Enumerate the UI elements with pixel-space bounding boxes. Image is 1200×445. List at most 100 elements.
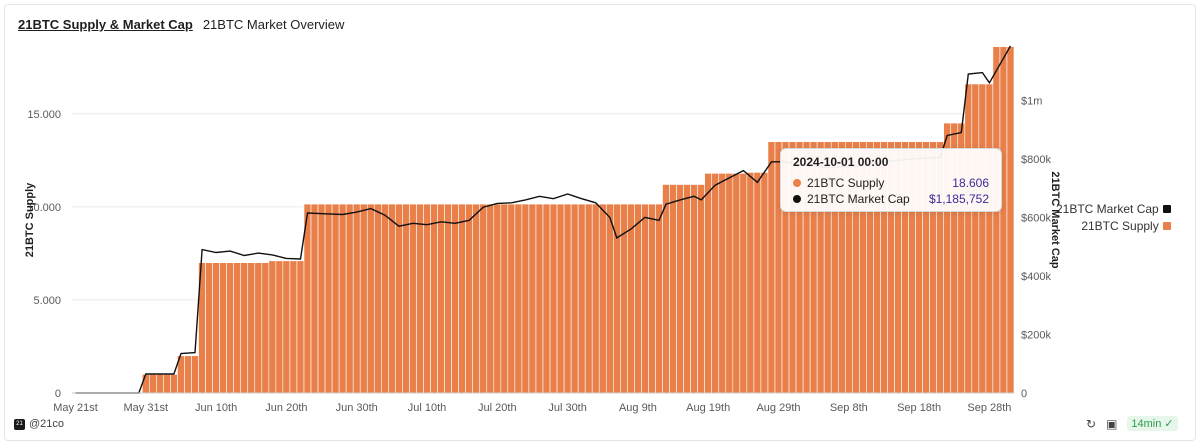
x-tick-label: May 31st [123,402,168,414]
supply-bar [247,262,256,394]
supply-bar [753,172,762,394]
supply-bar [704,173,713,394]
tooltip-row-value: 18.606 [952,176,989,190]
supply-bar [423,203,431,394]
supply-bar [591,203,600,394]
supply-bar [458,203,466,394]
refresh-icon[interactable]: ↻ [1086,416,1097,431]
legend-item-supply[interactable]: 21BTC Supply [1056,217,1171,234]
supply-bar [634,203,642,394]
tooltip-row-market-cap: 21BTC Market Cap $1,185,752 [793,191,989,207]
supply-bar [767,141,776,394]
supply-bar [444,203,452,394]
supply-bar [535,203,544,394]
supply-bar [662,184,670,394]
supply-bar [296,260,305,394]
tooltip-row-label: 21BTC Supply [807,176,885,190]
supply-bar [605,203,614,394]
supply-bar [669,184,677,394]
supply-bar [964,83,973,394]
supply-bar [437,203,445,394]
supply-bar [324,203,333,394]
supply-bar [1006,46,1015,394]
supply-bar [254,262,263,394]
y-left-tick-label: 15.000 [27,109,61,121]
supply-bar [507,203,516,394]
supply-bar [240,262,249,394]
y-left-tick-label: 0 [55,388,61,400]
supply-bar [570,203,579,394]
y-axis-right-title: 21BTC Market Cap [1049,171,1061,268]
supply-bar [760,172,769,394]
supply-bar [430,203,438,394]
supply-bar [163,374,171,394]
supply-bar [409,203,417,394]
supply-bar [352,203,361,394]
x-tick-label: May 21st [53,402,98,414]
tooltip-row-label: 21BTC Market Cap [807,192,910,206]
tab-bar: 21BTC Supply & Market Cap 21BTC Market O… [18,17,344,32]
supply-bar [289,260,298,394]
supply-bar [205,262,213,394]
supply-bar [317,203,326,394]
legend-label: 21BTC Supply [1081,218,1159,233]
y-right-tick-label: 0 [1021,388,1027,400]
x-tick-label: Jul 30th [548,402,587,414]
supply-bar [366,203,375,394]
camera-icon[interactable]: ▣ [1106,416,1118,431]
footer-attribution: 21 @21co [14,418,64,430]
refresh-badge: 14min ✓ [1127,416,1178,431]
supply-bar [191,355,199,394]
supply-bar [219,262,227,394]
supply-bar [402,203,410,394]
legend: 21BTC Market Cap 21BTC Supply [1056,200,1171,234]
check-icon: ✓ [1164,418,1174,430]
y-right-tick-label: $600k [1021,212,1051,224]
supply-bar [184,355,192,394]
author-handle[interactable]: @21co [29,418,65,430]
supply-bar [999,46,1008,394]
x-tick-label: Aug 19th [686,402,730,414]
supply-bar [486,203,495,394]
y-axis-left: 0 5.000 10.000 15.000 [27,109,61,400]
supply-bar [359,203,368,394]
supply-bar [275,260,284,394]
x-axis: May 21st May 31st Jun 10th Jun 20th Jun 30th… [53,392,1014,414]
x-tick-label: Jun 20th [265,402,307,414]
supply-bar [381,203,389,394]
tab-market-overview[interactable]: 21BTC Market Overview [202,17,345,32]
x-tick-label: Sep 28th [967,402,1011,414]
supply-bar [170,374,178,394]
supply-bar [310,203,319,394]
refresh-time: 14min [1131,417,1162,430]
tab-supply-market-cap[interactable]: 21BTC Supply & Market Cap [18,17,193,32]
supply-bar [711,173,720,394]
y-right-tick-label: $400k [1021,271,1051,283]
supply-bar [521,203,530,394]
supply-bar [514,203,523,394]
tooltip-row-supply: 21BTC Supply 18.606 [793,175,989,191]
supply-bar [641,203,649,394]
y-right-tick-label: $1m [1021,95,1042,107]
supply-bar [373,203,382,394]
supply-bar [451,203,459,394]
legend-item-market-cap[interactable]: 21BTC Market Cap [1056,200,1171,217]
supply-bar [233,262,242,394]
supply-bar [683,184,691,394]
supply-bars [141,46,1015,394]
supply-bar [725,173,734,394]
x-tick-label: Jun 30th [336,402,378,414]
supply-bar [395,203,403,394]
y-left-tick-label: 10.000 [27,202,61,214]
y-right-tick-label: $800k [1021,154,1051,166]
supply-bar [268,260,277,394]
supply-bar [732,173,741,394]
tooltip: 2024-10-01 00:00 21BTC Supply 18.606 21B… [780,148,1002,212]
supply-bar [156,374,164,394]
x-tick-label: Sep 8th [830,402,868,414]
supply-bar [627,203,635,394]
supply-bar [690,184,698,394]
supply-bar [465,203,474,394]
x-tick-label: Aug 29th [756,402,800,414]
supply-bar [718,173,727,394]
